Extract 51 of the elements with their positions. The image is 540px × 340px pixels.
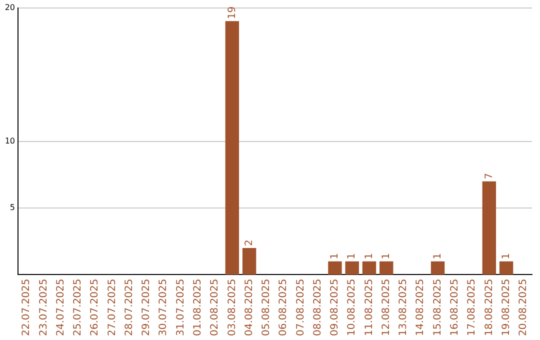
x-tick-label: 14.08.2025 (415, 278, 426, 336)
bar (242, 248, 256, 275)
x-tick-label: 15.08.2025 (432, 278, 444, 336)
x-tick-label: 31.07.2025 (175, 278, 186, 336)
x-tick-label: 09.08.2025 (330, 278, 341, 336)
y-tick-label: 5 (10, 203, 15, 212)
data-label: 1 (364, 253, 375, 260)
bar (345, 261, 359, 275)
y-tick-label: 10 (4, 136, 15, 146)
x-tick-label: 01.08.2025 (192, 278, 204, 336)
x-tick-label: 16.08.2025 (449, 278, 460, 336)
bar (499, 261, 514, 275)
bar (380, 261, 394, 275)
data-label: 7 (484, 172, 495, 180)
x-tick-label: 10.08.2025 (346, 278, 358, 336)
x-tick-label: 05.08.2025 (261, 278, 272, 336)
x-tick-label: 04.08.2025 (244, 278, 255, 336)
x-tick-label: 08.08.2025 (312, 278, 324, 336)
y-tick-label: 20 (4, 2, 15, 12)
x-tick-label: 18.08.2025 (484, 278, 495, 336)
x-tick-label: 25.07.2025 (72, 278, 84, 336)
x-tick-label: 23.07.2025 (38, 278, 50, 336)
data-label: 1 (432, 253, 444, 260)
x-tick-label: 07.08.2025 (295, 278, 306, 336)
bar (328, 261, 342, 275)
x-tick-label: 27.07.2025 (106, 278, 118, 336)
bar (362, 261, 376, 275)
data-label: 1 (330, 253, 341, 260)
x-tick-label: 13.08.2025 (398, 278, 410, 336)
data-label: 1 (380, 253, 392, 260)
x-tick-label: 24.07.2025 (55, 278, 66, 336)
x-tick-label: 19.08.2025 (500, 278, 512, 336)
data-label: 1 (500, 253, 512, 260)
data-label: 1 (346, 253, 358, 260)
x-tick-label: 17.08.2025 (466, 278, 478, 336)
x-tick-label: 11.08.2025 (364, 278, 375, 336)
bar (482, 181, 496, 275)
data-label: 2 (244, 240, 255, 246)
x-tick-label: 06.08.2025 (278, 278, 290, 336)
x-tick-label: 03.08.2025 (226, 278, 238, 336)
x-tick-label: 12.08.2025 (380, 278, 392, 336)
bar (430, 261, 445, 275)
x-tick-label: 29.07.2025 (141, 278, 152, 336)
x-tick-label: 20.08.2025 (518, 278, 530, 336)
data-label: 19 (226, 6, 238, 20)
x-tick-label: 26.07.2025 (90, 278, 101, 336)
x-tick-label: 30.07.2025 (158, 278, 170, 336)
x-tick-label: 02.08.2025 (210, 278, 221, 336)
x-tick-label: 22.07.2025 (21, 278, 32, 336)
x-tick-label: 28.07.2025 (124, 278, 135, 336)
bar (225, 21, 240, 275)
